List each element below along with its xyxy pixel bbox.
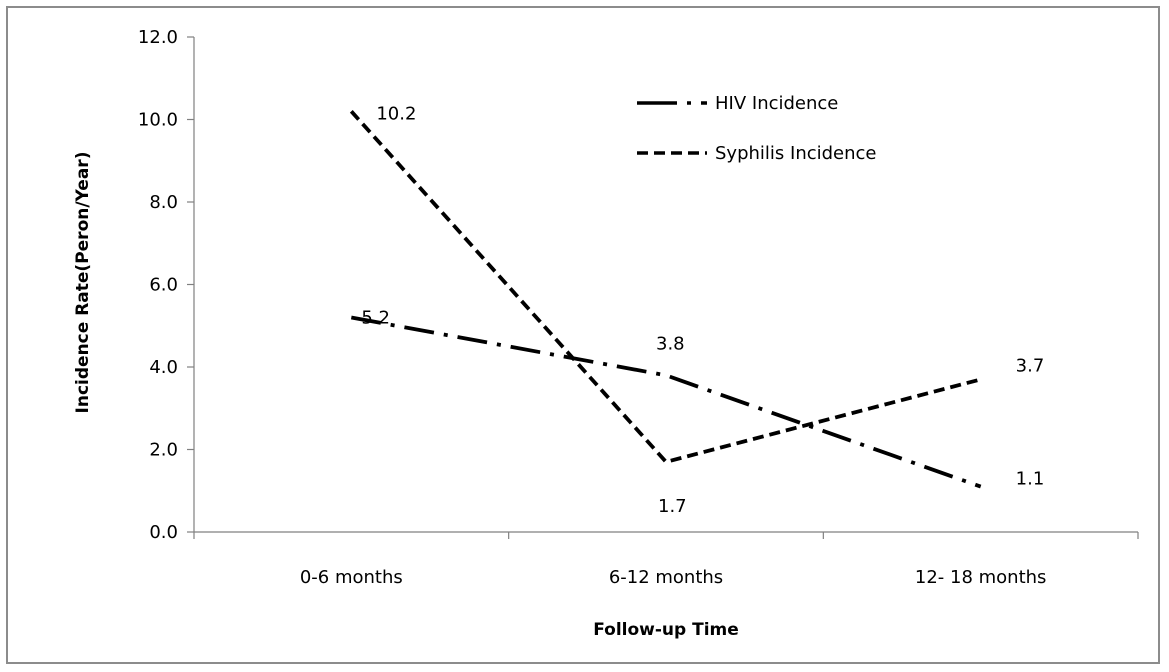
legend-label-syphilis: Syphilis Incidence: [715, 143, 877, 164]
series-lines: [349, 110, 982, 489]
legend: HIV Incidence Syphilis Incidence: [637, 93, 877, 164]
legend-label-hiv: HIV Incidence: [715, 93, 838, 114]
x-tick-label: 6-12 months: [609, 567, 723, 588]
y-tick-label: 8.0: [149, 192, 178, 213]
data-label: 3.8: [656, 333, 685, 354]
y-tick-label: 4.0: [149, 357, 178, 378]
x-axis-title: Follow-up Time: [593, 620, 739, 640]
x-tick-label: 12- 18 months: [915, 567, 1047, 588]
x-tick-label: 0-6 months: [300, 567, 403, 588]
series-line-syphilis: [349, 110, 982, 465]
data-label: 3.7: [1016, 355, 1045, 376]
x-axis-ticks: 0-6 months 6-12 months 12- 18 months: [193, 532, 1139, 588]
y-tick-label: 10.0: [138, 110, 178, 131]
legend-item-hiv: HIV Incidence: [637, 93, 838, 114]
data-label: 1.1: [1016, 469, 1045, 490]
data-labels: 5.2 3.8 1.1 10.2 1.7 3.7: [361, 103, 1044, 517]
y-tick-label: 0.0: [149, 522, 178, 543]
data-label: 10.2: [376, 103, 416, 124]
y-tick-label: 6.0: [149, 275, 178, 296]
data-label: 5.2: [361, 308, 390, 329]
y-tick-label: 12.0: [138, 27, 178, 48]
series-line-hiv: [350, 315, 982, 489]
axes: [193, 37, 1138, 533]
legend-item-syphilis: Syphilis Incidence: [637, 143, 877, 164]
y-tick-label: 2.0: [149, 440, 178, 461]
data-label: 1.7: [658, 496, 687, 517]
y-axis-ticks: 0.0 2.0 4.0 6.0 8.0 10.0 12.0: [138, 27, 194, 543]
chart-frame: [6, 6, 1160, 664]
y-axis-title: Incidence Rate(Peron/Year): [73, 152, 93, 414]
